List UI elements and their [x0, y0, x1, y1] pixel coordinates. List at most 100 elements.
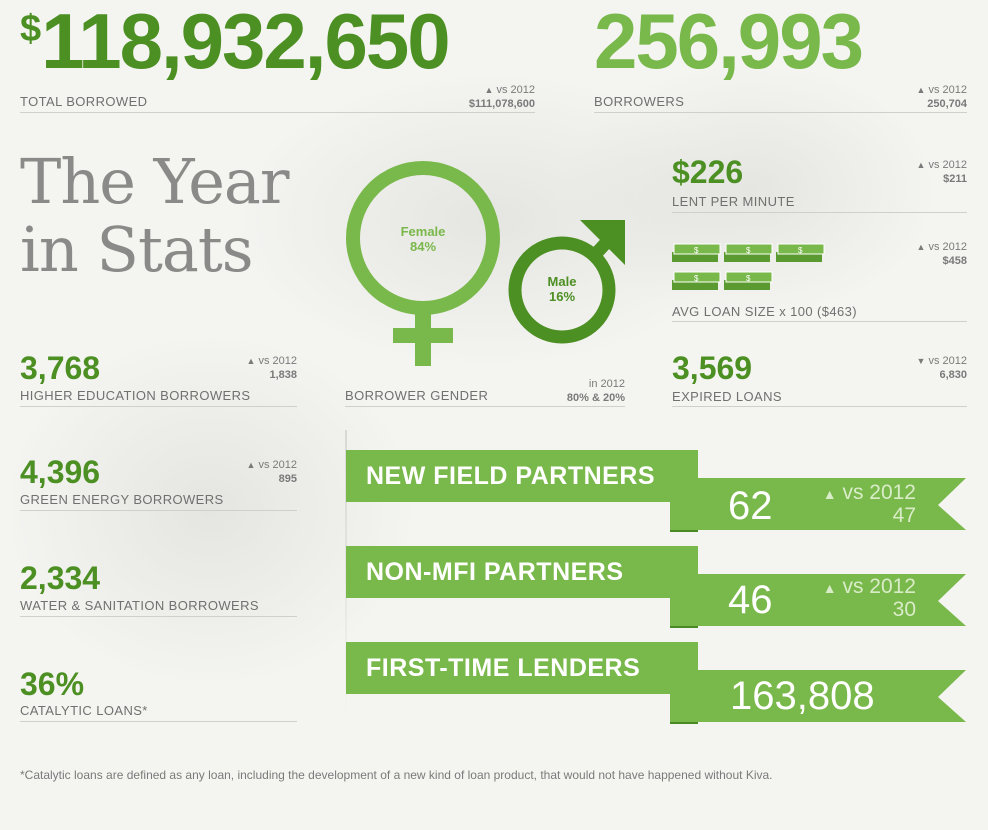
- up-arrow-icon: ▲: [822, 580, 837, 596]
- gender-label: BORROWER GENDER: [345, 388, 489, 403]
- comparison-label: vs 2012: [258, 459, 297, 471]
- bill-stack-icon: $: [724, 271, 773, 290]
- svg-text:$: $: [746, 246, 751, 255]
- dollar-bills-icon: $ $ $ $ $: [672, 243, 825, 290]
- up-arrow-icon: ▲: [916, 242, 926, 252]
- stat-comparison: ▲ vs 2012 895: [246, 458, 297, 486]
- borrowers-rule: BORROWERS ▲ vs 2012 250,704: [594, 84, 967, 113]
- footnote: *Catalytic loans are defined as any loan…: [20, 768, 773, 782]
- total-borrowed-value: 118,932,650: [41, 0, 450, 85]
- up-arrow-icon: ▲: [484, 85, 494, 95]
- gender-rule: BORROWER GENDER in 2012 80% & 20%: [345, 375, 625, 407]
- ribbon-comparison: ▲ vs 2012 30: [816, 576, 916, 621]
- borrowers-label: BORROWERS: [594, 94, 685, 109]
- stat-green-energy: 4,396 GREEN ENERGY BORROWERS ▲ vs 2012 8…: [20, 456, 297, 511]
- total-borrowed-figure: $118,932,650: [20, 2, 451, 80]
- ribbon-title-band: NON-MFI PARTNERS: [346, 546, 698, 598]
- stat-label: AVG LOAN SIZE x 100 ($463): [672, 304, 858, 319]
- ribbon-value: 46: [728, 578, 773, 622]
- comparison-label: vs 2012: [928, 241, 967, 253]
- up-arrow-icon: ▲: [916, 160, 926, 170]
- comparison-label: vs 2012: [928, 84, 967, 96]
- stat-comparison: ▼ vs 2012 6,830: [916, 354, 967, 382]
- total-borrowed-block: $118,932,650 TOTAL BORROWED ▲ vs 2012 $1…: [20, 0, 535, 113]
- male-arrow-head: [580, 220, 625, 265]
- borrowers-comparison: ▲ vs 2012 250,704: [916, 83, 967, 111]
- up-arrow-icon: ▲: [246, 356, 256, 366]
- gender-comparison: in 2012 80% & 20%: [567, 377, 625, 405]
- total-borrowed-comparison: ▲ vs 2012 $111,078,600: [469, 83, 535, 111]
- up-arrow-icon: ▲: [916, 85, 926, 95]
- bill-stack-icon: $: [672, 243, 721, 262]
- borrowers-block: 256,993 BORROWERS ▲ vs 2012 250,704: [594, 0, 967, 113]
- stat-label: EXPIRED LOANS: [672, 389, 782, 404]
- comparison-value: 47: [892, 504, 916, 527]
- ribbon-title: FIRST-TIME LENDERS: [366, 653, 641, 682]
- svg-text:$: $: [798, 246, 803, 255]
- ribbon-value: 62: [728, 484, 773, 528]
- ribbon-value: 163,808: [730, 674, 875, 718]
- page-title: The Year in Stats: [20, 148, 290, 286]
- ribbon-new-field-partners: NEW FIELD PARTNERS 62 ▲ vs 2012 47: [346, 450, 968, 532]
- male-symbol-icon: [508, 236, 616, 344]
- borrowers-value: 256,993: [594, 0, 864, 85]
- male-percent: 16%: [548, 289, 576, 304]
- stat-comparison: ▲ vs 2012 $458: [916, 240, 967, 268]
- female-cross-bar: [393, 328, 453, 343]
- up-arrow-icon: ▲: [246, 460, 256, 470]
- comparison-label: in 2012: [588, 378, 625, 390]
- stat-value: 3,569: [672, 350, 753, 386]
- bill-stack-icon: $: [724, 243, 773, 262]
- ribbon-non-mfi-partners: NON-MFI PARTNERS 46 ▲ vs 2012 30: [346, 546, 968, 628]
- comparison-label: vs 2012: [928, 355, 967, 367]
- currency-symbol: $: [20, 8, 42, 50]
- stat-label: LENT PER MINUTE: [672, 194, 795, 209]
- comparison-value: 6,830: [939, 369, 967, 381]
- male-label: Male: [547, 274, 577, 289]
- stat-higher-education: 3,768 HIGHER EDUCATION BORROWERS ▲ vs 20…: [20, 348, 297, 407]
- comparison-value: 250,704: [927, 98, 967, 110]
- gender-symbols-graphic: [346, 161, 625, 366]
- female-percent: 84%: [409, 239, 437, 254]
- stat-value: $226: [672, 154, 744, 190]
- total-borrowed-label: TOTAL BORROWED: [20, 94, 148, 109]
- stat-value: 3,768: [20, 350, 101, 386]
- stat-value: 4,396: [20, 454, 101, 490]
- comparison-value: 1,838: [269, 369, 297, 381]
- comparison-label: vs 2012: [842, 575, 916, 598]
- stat-lent-per-minute: $226 LENT PER MINUTE ▲ vs 2012 $211: [672, 150, 967, 213]
- comparison-label: vs 2012: [496, 84, 535, 96]
- comparison-value: 80% & 20%: [566, 392, 625, 404]
- comparison-value: 895: [278, 473, 297, 485]
- stat-value: 36%: [20, 666, 85, 702]
- ribbon-first-time-lenders: FIRST-TIME LENDERS 163,808: [346, 642, 968, 724]
- stat-label: CATALYTIC LOANS*: [20, 703, 148, 718]
- total-borrowed-rule: TOTAL BORROWED ▲ vs 2012 $111,078,600: [20, 84, 535, 113]
- comparison-value: $211: [943, 173, 967, 185]
- svg-text:$: $: [694, 246, 699, 255]
- female-caption: Female 84%: [383, 224, 463, 254]
- svg-text:$: $: [746, 274, 751, 283]
- title-line-2: in Stats: [20, 213, 254, 286]
- female-label: Female: [400, 224, 446, 239]
- ribbon-comparison: ▲ vs 2012 47: [816, 482, 916, 527]
- gender-block: Female 84% Male 16% BORROWER GENDER in 2…: [340, 160, 625, 407]
- stat-label: HIGHER EDUCATION BORROWERS: [20, 388, 251, 403]
- ribbon-title-band: NEW FIELD PARTNERS: [346, 450, 698, 502]
- comparison-label: vs 2012: [928, 159, 967, 171]
- male-caption: Male 16%: [527, 274, 597, 304]
- ribbon-title: NEW FIELD PARTNERS: [366, 461, 656, 490]
- comparison-label: vs 2012: [842, 481, 916, 504]
- stat-avg-loan-size: $ $ $ $ $ AVG LOAN SIZE x 100 ($463) ▲ v…: [672, 236, 967, 322]
- svg-text:$: $: [694, 274, 699, 283]
- stat-water-sanitation: 2,334 WATER & SANITATION BORROWERS: [20, 562, 297, 617]
- bill-stack-icon: $: [776, 243, 825, 262]
- stat-label: GREEN ENERGY BORROWERS: [20, 492, 224, 507]
- comparison-value: $111,078,600: [468, 98, 535, 110]
- stat-label: WATER & SANITATION BORROWERS: [20, 598, 259, 613]
- stat-value: 2,334: [20, 560, 101, 596]
- ribbon-title: NON-MFI PARTNERS: [366, 557, 624, 586]
- stat-comparison: ▲ vs 2012 $211: [916, 158, 967, 186]
- comparison-label: vs 2012: [258, 355, 297, 367]
- stat-comparison: ▲ vs 2012 1,838: [246, 354, 297, 382]
